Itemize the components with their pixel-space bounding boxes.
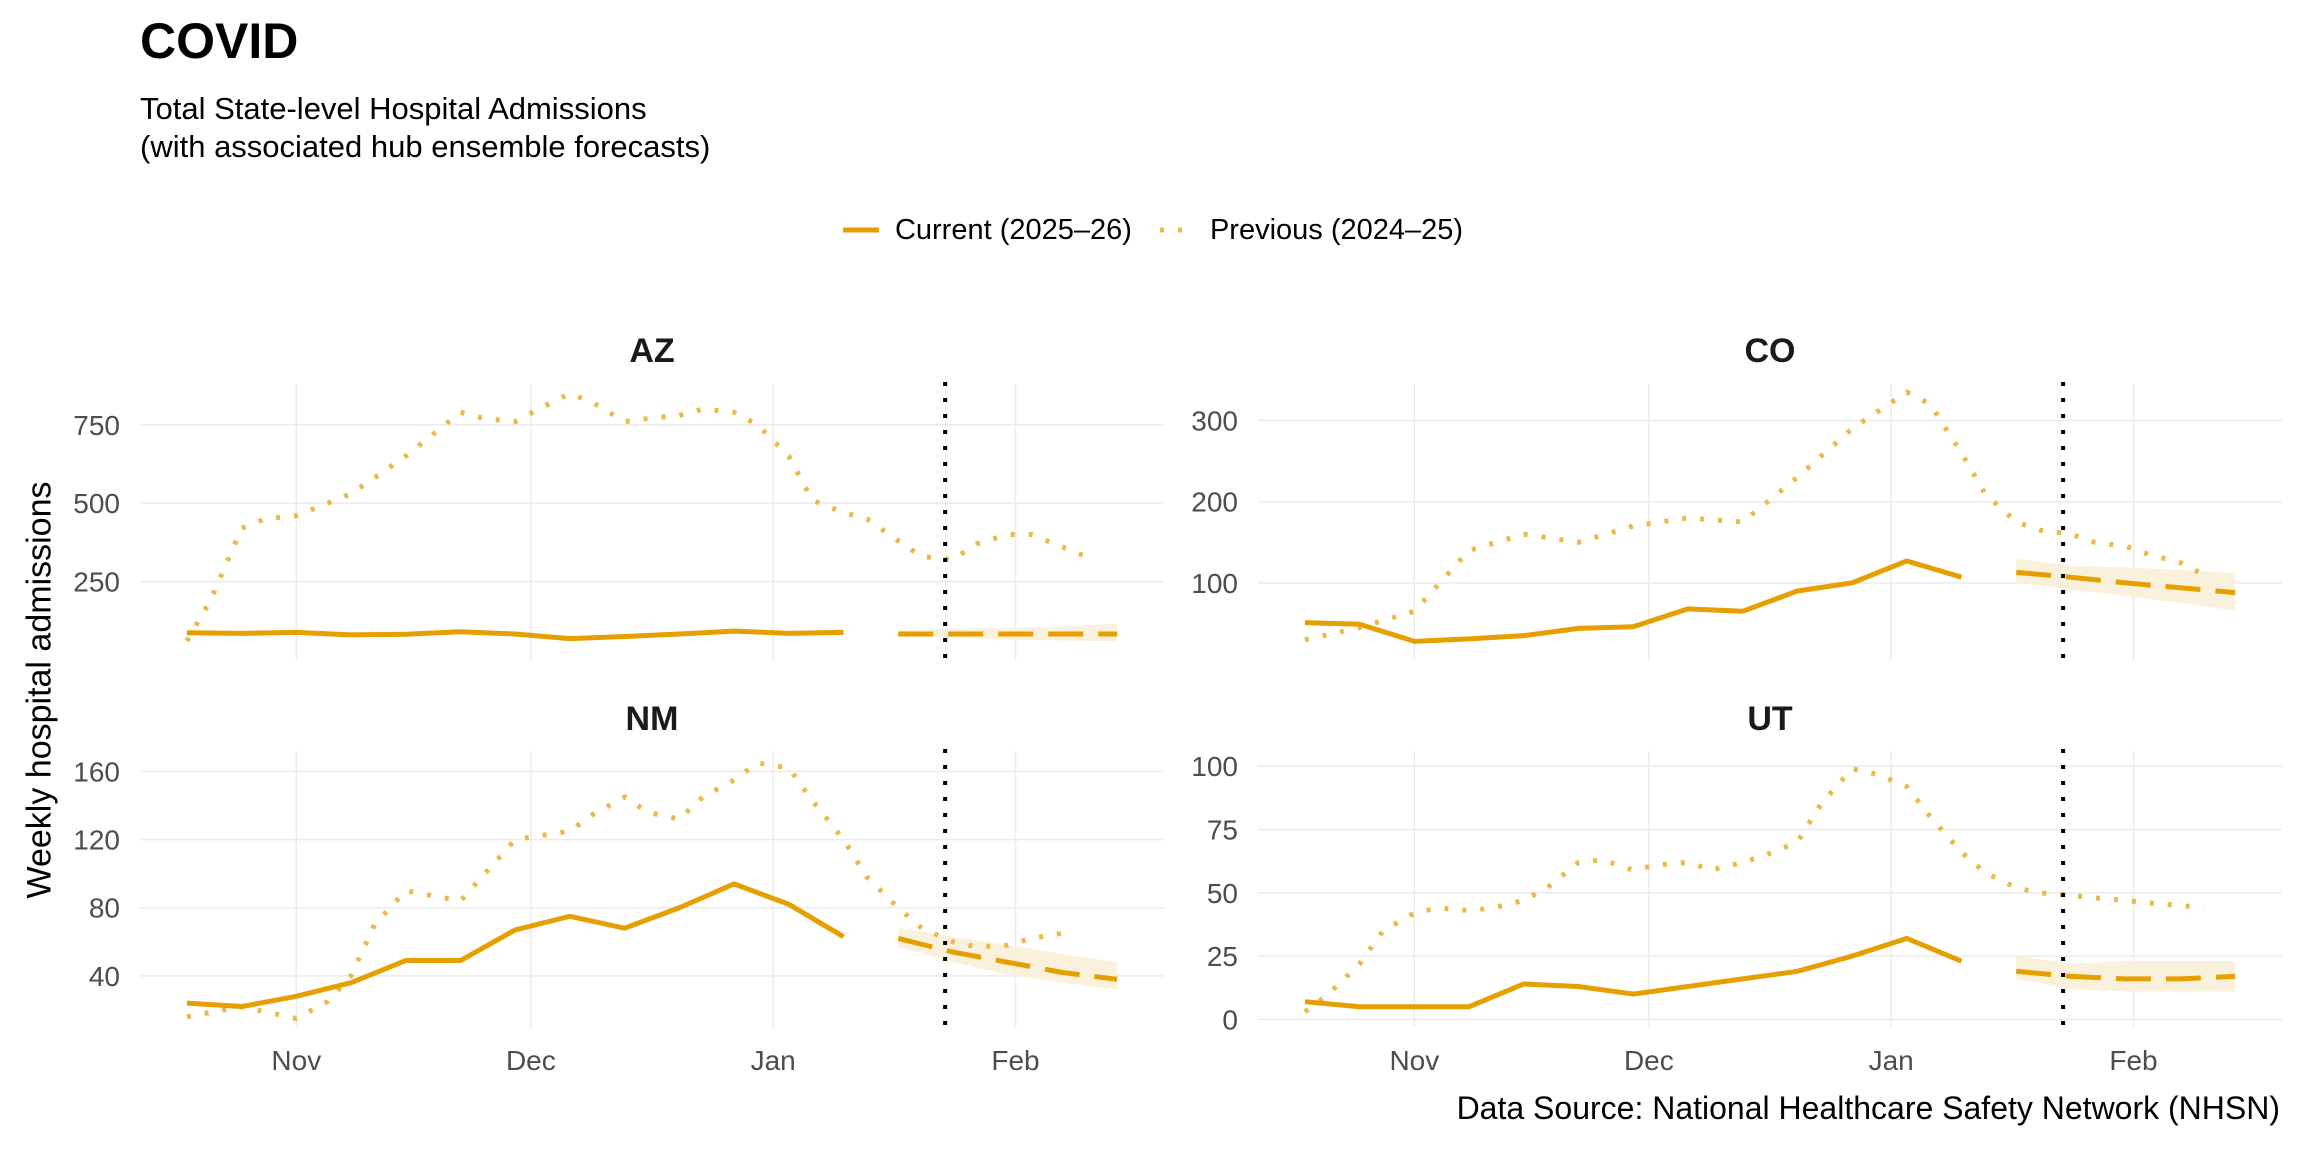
- chart-subtitle: Total State-level Hospital Admissions (w…: [140, 91, 711, 164]
- x-tick-label: Dec: [506, 1045, 556, 1076]
- data-source-caption: Data Source: National Healthcare Safety …: [1456, 1090, 2280, 1126]
- forecast-median-line: [2016, 569, 2236, 596]
- previous-season-line: [184, 390, 1087, 643]
- current-season-line: [1304, 558, 1963, 644]
- previous-season-line: [1304, 389, 2205, 643]
- y-tick-label: 120: [73, 825, 120, 856]
- forecast-median-line: [2015, 968, 2236, 982]
- panel-title: NM: [626, 700, 679, 738]
- legend-item-current: Current (2025–26): [841, 210, 1132, 250]
- y-tick-label: 160: [73, 756, 120, 787]
- y-tick-label: 100: [1191, 751, 1238, 782]
- legend-key-solid-line: [842, 227, 879, 233]
- previous-season-line: [186, 760, 1063, 1022]
- current-season-line: [186, 881, 845, 1010]
- y-tick-label: 40: [89, 961, 120, 992]
- y-tick-label: 500: [73, 488, 120, 519]
- forecast-interval-band: [898, 928, 1118, 990]
- x-tick-label: Nov: [1389, 1045, 1439, 1076]
- panel-nm: NM Nov Dec Jan Feb 40 80 120 160: [73, 700, 1164, 1076]
- x-tick-label: Jan: [1869, 1045, 1914, 1076]
- legend-label-current: Current (2025–26): [894, 213, 1132, 246]
- y-tick-label: 0: [1222, 1004, 1238, 1035]
- y-tick-label: 50: [1207, 878, 1238, 909]
- y-tick-label: 250: [73, 567, 120, 598]
- y-tick-label: 75: [1207, 814, 1238, 845]
- forecast-median-line: [897, 935, 1118, 982]
- panel-title: UT: [1747, 700, 1793, 738]
- x-tick-label: Feb: [991, 1045, 1039, 1076]
- y-tick-label: 750: [73, 410, 120, 441]
- y-tick-label: 80: [89, 893, 120, 924]
- panel-title: CO: [1745, 332, 1796, 370]
- x-tick-label: Nov: [271, 1045, 321, 1076]
- legend-item-previous: Previous (2024–25): [1156, 210, 1463, 250]
- panel-az: AZ 250 500 750: [73, 332, 1164, 662]
- current-season-line: [186, 628, 844, 642]
- legend-label-previous: Previous (2024–25): [1209, 213, 1464, 246]
- current-season-line: [1304, 935, 1963, 1010]
- y-tick-label: 300: [1191, 406, 1238, 437]
- x-tick-label: Jan: [751, 1045, 796, 1076]
- chart-title: COVID: [140, 13, 299, 69]
- panel-ut: UT Nov Dec Jan Feb 0 25 50 75 100: [1191, 700, 2282, 1076]
- panel-co: CO 100 200 300: [1191, 332, 2282, 662]
- y-tick-label: 100: [1191, 568, 1238, 599]
- panel-title: AZ: [629, 332, 674, 370]
- forecast-interval-band: [2016, 956, 2236, 992]
- legend: Current (2025–26) Previous (2024–25): [0, 210, 2304, 250]
- y-tick-label: 25: [1207, 941, 1238, 972]
- x-tick-label: Feb: [2109, 1045, 2157, 1076]
- y-tick-label: 200: [1191, 487, 1238, 518]
- x-tick-label: Dec: [1624, 1045, 1674, 1076]
